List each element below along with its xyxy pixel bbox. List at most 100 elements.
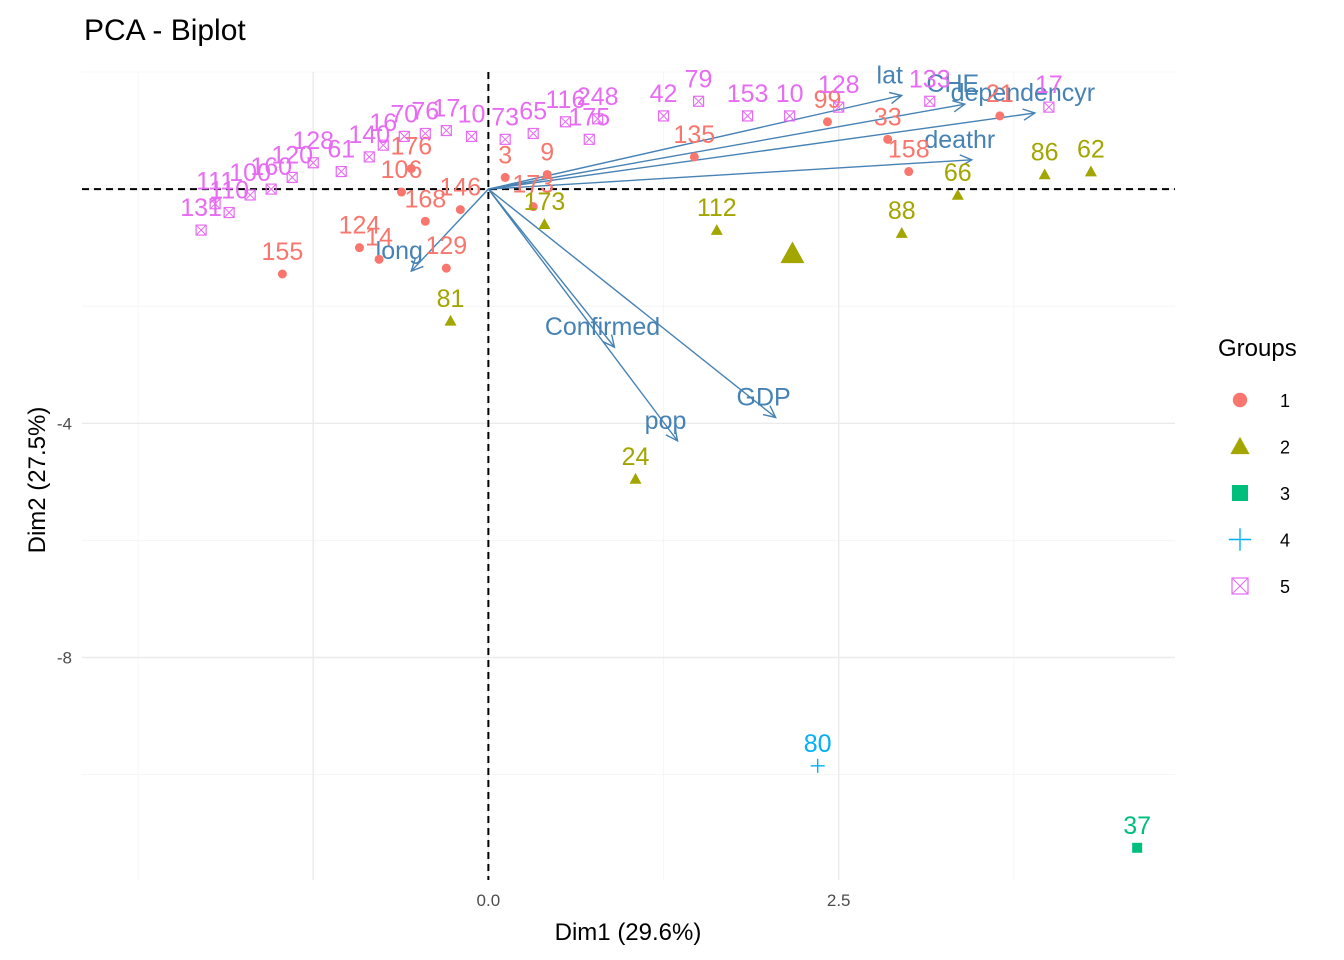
y-axis-title: Dim2 (27.5%) (24, 407, 51, 554)
point-marker (398, 130, 410, 143)
variable-arrow-Confirmed (487, 188, 616, 348)
point-marker (583, 133, 595, 145)
point-marker (710, 224, 723, 235)
point-label: 128 (818, 71, 860, 99)
point-marker (995, 111, 1005, 121)
marker-stroke (924, 95, 936, 107)
marker-stroke (742, 110, 754, 122)
legend-title: Groups (1218, 335, 1297, 362)
point-label: 153 (727, 80, 769, 108)
point-label: 17 (432, 95, 460, 123)
variable-label-lat: lat (877, 61, 903, 89)
point-marker (592, 113, 604, 125)
marker-stroke (784, 110, 796, 122)
point-marker (455, 205, 465, 215)
point-label: 10 (458, 100, 486, 128)
point-label: 65 (519, 97, 547, 125)
point-marker (833, 101, 845, 113)
marker-stroke (286, 171, 298, 183)
marker-stroke (693, 95, 704, 107)
point-label: 33 (874, 103, 902, 131)
marker-stroke (440, 125, 452, 136)
marker-stroke (499, 133, 511, 145)
legend-label-2: 2 (1280, 438, 1290, 458)
point-marker (542, 169, 552, 179)
marker-stroke (419, 127, 431, 140)
variable-arrowhead (665, 427, 679, 443)
marker-stroke (307, 157, 319, 169)
point-label: 10 (776, 80, 804, 108)
point-label: 3 (498, 141, 512, 169)
point-marker (223, 206, 235, 219)
point-marker (810, 758, 825, 773)
point-label: 160 (250, 153, 292, 181)
axis-ticks: 0.0 2.5 -4 -8 (57, 414, 851, 910)
variable-arrow-pop (487, 188, 679, 442)
point-marker (354, 243, 364, 253)
marker-stroke (440, 124, 452, 137)
point-marker (396, 187, 406, 197)
marker-stroke (195, 224, 207, 236)
marker-stroke (499, 133, 511, 145)
y-tick-label: -4 (57, 414, 72, 433)
marker-stroke (583, 133, 595, 145)
point-marker (286, 171, 298, 183)
point-marker (499, 133, 511, 145)
marker-stroke (244, 189, 256, 201)
marker-stroke (363, 151, 375, 163)
point-marker (538, 218, 551, 230)
point-marker (1038, 168, 1051, 180)
point-marker (209, 198, 221, 210)
point-label: 158 (888, 136, 930, 164)
point-marker (657, 110, 670, 122)
variable-label-dependencyr: dependencyr (951, 79, 1096, 107)
marker-stroke (209, 198, 221, 210)
point-marker (895, 227, 908, 238)
point-label: 135 (674, 121, 716, 149)
point-marker (883, 134, 893, 144)
point-marker (780, 241, 805, 264)
marker-stroke (465, 130, 478, 143)
point-marker (1232, 485, 1248, 501)
point-marker (363, 151, 375, 163)
point-marker (1231, 577, 1249, 595)
x-axis-title: Dim1 (29.6%) (555, 919, 702, 946)
point-marker (904, 167, 914, 177)
point-label: 133 (909, 65, 951, 93)
point-label: 140 (348, 121, 390, 149)
point-label: 70 (390, 100, 418, 128)
legend-label-1: 1 (1280, 391, 1290, 411)
point-label: 176 (390, 133, 432, 161)
point-marker (784, 110, 796, 122)
marker-stroke (692, 95, 705, 107)
marker-stroke (527, 127, 539, 140)
point-label: 73 (491, 103, 519, 131)
point-marker (440, 124, 452, 137)
point-label: 80 (804, 730, 832, 758)
marker-stroke (209, 198, 221, 210)
point-label: 112 (697, 194, 737, 222)
point-label: 110 (209, 177, 249, 205)
marker-stroke (1043, 101, 1055, 113)
point-label: 14 (365, 223, 393, 251)
marker-stroke (527, 128, 539, 139)
marker-stroke (1231, 577, 1249, 595)
point-marker (1084, 165, 1097, 177)
point-label: 76 (411, 97, 439, 125)
variable-label-pop: pop (645, 407, 687, 435)
point-marker (528, 202, 538, 212)
point-marker (465, 130, 478, 143)
variable-arrowhead (952, 100, 967, 113)
point-label: 120 (271, 141, 313, 169)
legend: Groups 1 2 3 4 5 (1218, 335, 1297, 597)
point-label: 66 (944, 159, 972, 187)
point-marker (444, 314, 457, 326)
legend-label-3: 3 (1280, 484, 1290, 504)
point-marker (265, 183, 277, 195)
variable-arrow-CHE (488, 103, 965, 190)
marker-stroke (398, 131, 410, 142)
variable-label-long: long (376, 237, 423, 265)
point-marker (377, 139, 389, 151)
point-marker (1043, 101, 1055, 113)
